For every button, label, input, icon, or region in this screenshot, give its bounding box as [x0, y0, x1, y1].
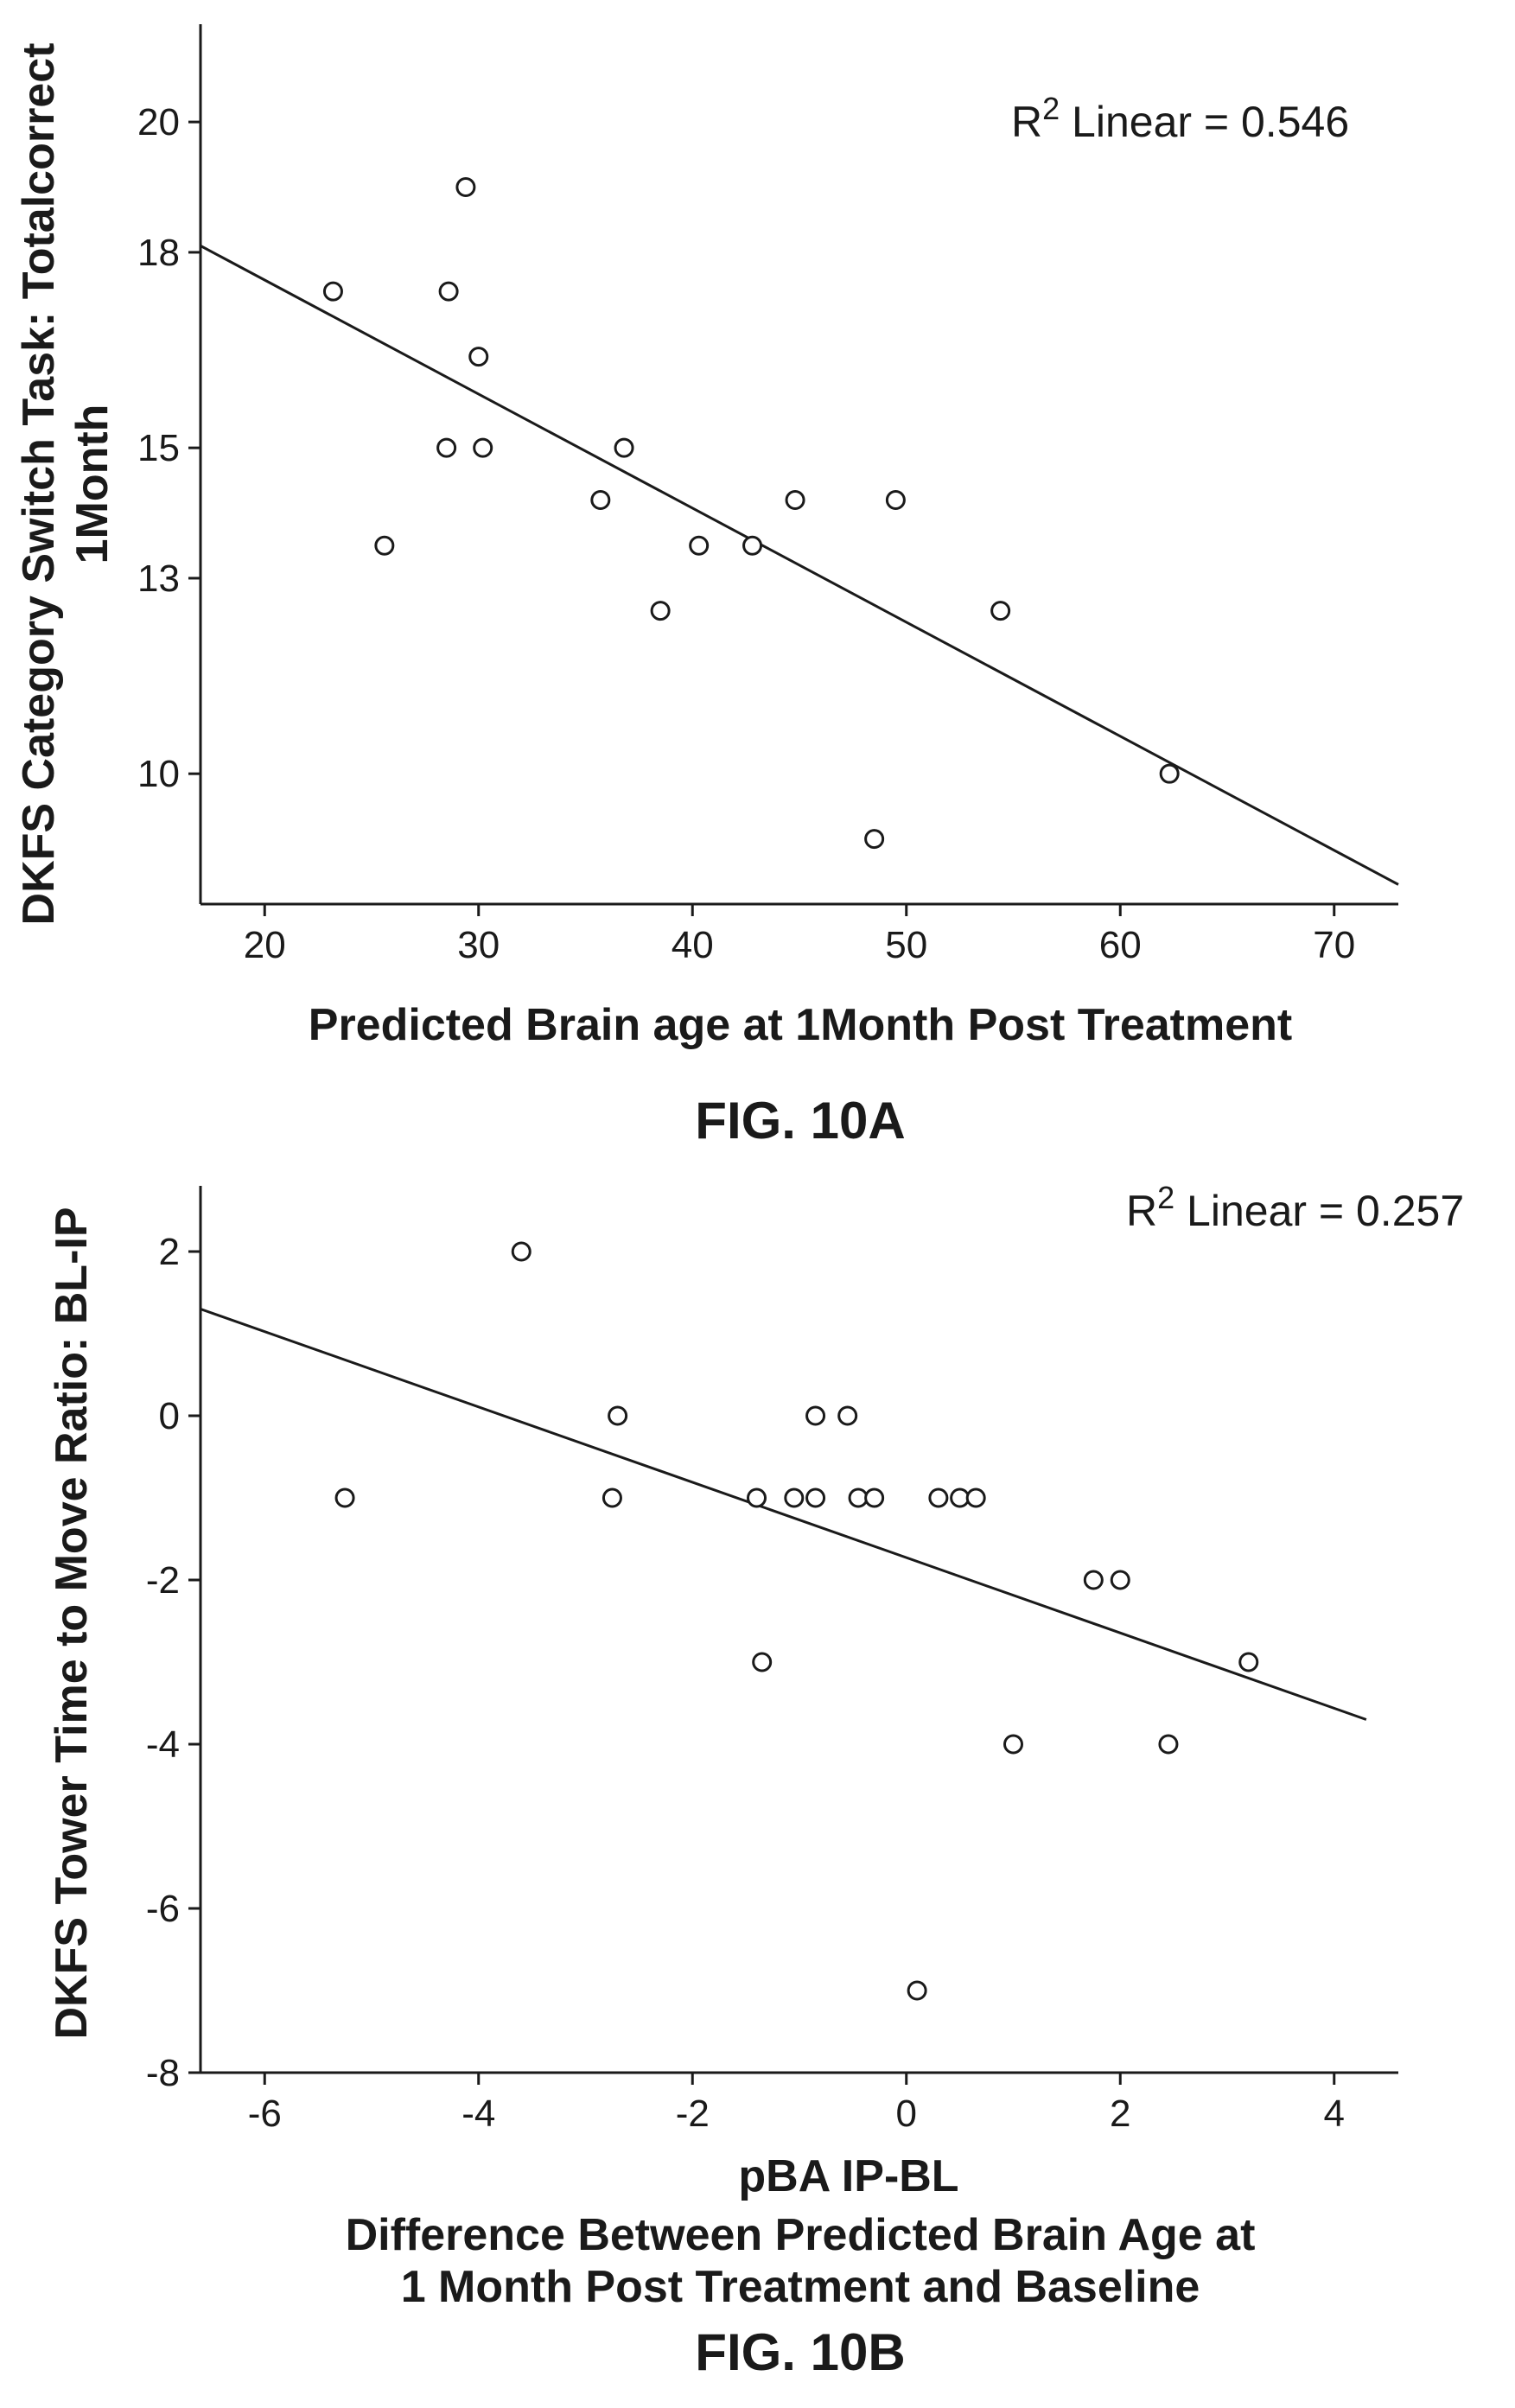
y-tick-label-b: -2 — [146, 1559, 180, 1602]
data-point-b — [907, 1980, 927, 2001]
x-axis-label-b-line1: pBA IP-BL — [738, 2151, 958, 2201]
points-a — [322, 177, 1180, 850]
data-point-a — [650, 601, 671, 621]
x-tick-label-b: -4 — [462, 2093, 495, 2135]
r-squared-annotation-a: R2 Linear = 0.546 — [1011, 91, 1349, 147]
data-point-b — [602, 1487, 622, 1508]
data-point-b — [864, 1487, 885, 1508]
x-tick-label-a: 50 — [885, 924, 927, 966]
data-point-a — [742, 535, 763, 556]
data-point-b — [848, 1487, 869, 1508]
y-tick-label-b: -8 — [146, 2052, 180, 2094]
data-point-a — [590, 489, 611, 510]
x-tick-label-b: 2 — [1110, 2093, 1130, 2135]
data-point-a — [436, 437, 457, 458]
data-point-b — [1158, 1734, 1179, 1755]
data-point-a — [438, 281, 459, 302]
chart-fig-10a: 20 30 40 50 60 70 10 13 15 18 20 R2 Linear = 0.546… — [14, 24, 1399, 1150]
data-point-b — [965, 1487, 986, 1508]
figure-caption-b: FIG. 10B — [695, 2323, 905, 2381]
data-point-b — [1238, 1652, 1259, 1672]
x-axis-label-a: Predicted Brain age at 1Month Post Treat… — [309, 1000, 1292, 1050]
x-tick-label-b: -2 — [676, 2093, 710, 2135]
data-point-b — [1083, 1570, 1104, 1590]
y-tick-label-b: 0 — [159, 1395, 180, 1437]
data-point-b — [1110, 1570, 1130, 1590]
data-point-a — [468, 347, 489, 367]
y-axis-label-a-line1: DKFS Category Switch Task: Totalcorrect — [14, 43, 64, 926]
data-point-b — [1003, 1734, 1023, 1755]
fit-line-a — [200, 245, 1399, 886]
x-axis-label-b-line2: Difference Between Predicted Brain Age a… — [346, 2210, 1256, 2260]
y-tick-label-b: 2 — [159, 1231, 180, 1273]
x-tick-label-b: 0 — [896, 2093, 917, 2135]
fit-line-b — [200, 1308, 1367, 1721]
x-tick-label-a: 30 — [457, 924, 500, 966]
axes-b — [199, 1186, 1398, 2074]
points-b — [334, 1241, 1259, 2001]
axes-a — [199, 24, 1398, 906]
x-tick-label-b: 4 — [1324, 2093, 1345, 2135]
data-point-b — [950, 1487, 971, 1508]
y-tick-label-a: 15 — [137, 427, 180, 469]
x-tick-label-a: 40 — [672, 924, 714, 966]
data-point-a — [885, 489, 906, 510]
data-point-a — [990, 601, 1011, 621]
y-tick-label-a: 10 — [137, 753, 180, 795]
y-axis-label-b: DKFS Tower Time to Move Ratio: BL-IP — [47, 1207, 97, 2039]
data-point-a — [374, 535, 395, 556]
x-tick-label-a: 20 — [244, 924, 286, 966]
y-tick-label-b: -4 — [146, 1723, 180, 1766]
data-point-b — [784, 1487, 805, 1508]
data-point-a — [455, 177, 476, 198]
data-point-a — [689, 535, 710, 556]
data-point-b — [837, 1405, 858, 1426]
y-tick-label-a: 13 — [137, 557, 180, 600]
figure-caption-a: FIG. 10A — [695, 1092, 905, 1150]
ticks-b: -6 -4 -2 0 2 4 2 0 -2 -4 -6 -8 — [146, 1231, 1345, 2135]
ticks-a: 20 30 40 50 60 70 10 13 15 18 20 — [137, 101, 1355, 966]
x-tick-label-b: -6 — [248, 2093, 282, 2135]
data-point-a — [473, 437, 493, 458]
data-point-a — [864, 829, 885, 850]
x-tick-label-a: 70 — [1313, 924, 1355, 966]
data-point-a — [322, 281, 343, 302]
data-point-b — [608, 1405, 628, 1426]
y-tick-label-a: 18 — [137, 232, 180, 274]
data-point-b — [752, 1652, 773, 1672]
data-point-a — [614, 437, 634, 458]
x-axis-label-b-line3: 1 Month Post Treatment and Baseline — [401, 2262, 1200, 2312]
x-tick-label-a: 60 — [1099, 924, 1142, 966]
data-point-a — [785, 489, 805, 510]
r-squared-annotation-b: R2 Linear = 0.257 — [1126, 1180, 1464, 1236]
chart-fig-10b: -6 -4 -2 0 2 4 2 0 -2 -4 -6 -8 R2 Linear = 0.257 pB… — [47, 1180, 1464, 2382]
data-point-b — [928, 1487, 949, 1508]
data-point-b — [805, 1405, 826, 1426]
data-point-b — [805, 1487, 826, 1508]
data-point-b — [511, 1241, 532, 1262]
y-tick-label-a: 20 — [137, 101, 180, 143]
data-point-b — [334, 1487, 355, 1508]
y-tick-label-b: -6 — [146, 1888, 180, 1930]
data-point-b — [747, 1487, 767, 1508]
data-point-a — [1159, 763, 1180, 784]
y-axis-label-a-line2: 1Month — [67, 405, 118, 564]
